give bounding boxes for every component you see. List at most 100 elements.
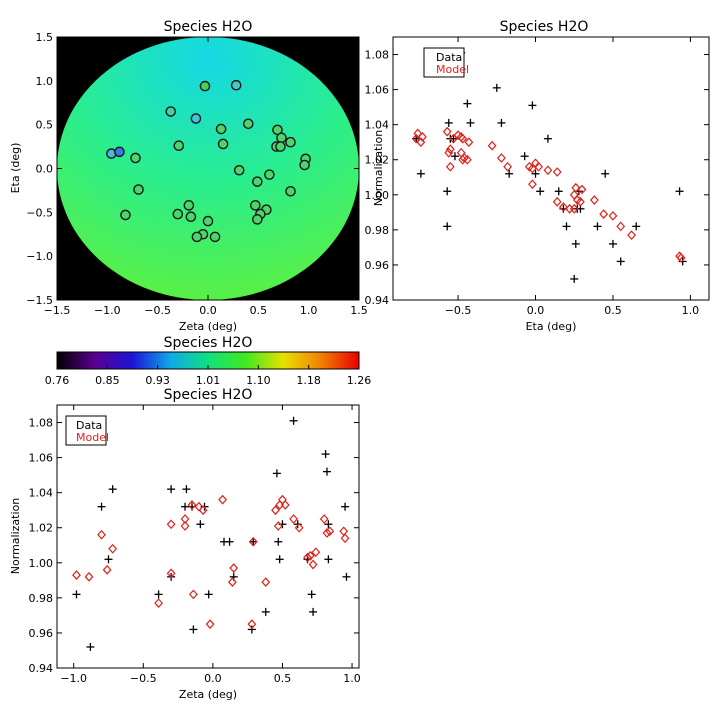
zeta-model-point	[305, 550, 315, 561]
zeta-data-point	[275, 555, 284, 564]
zeta-xtick-label: −0.5	[130, 672, 157, 685]
eta-data-point	[505, 169, 514, 178]
eta-model-point	[464, 137, 474, 148]
eta-data-point	[466, 118, 475, 127]
eta-model-point	[552, 167, 562, 177]
eta-model-point	[599, 209, 609, 219]
map-source-point	[209, 231, 221, 243]
eta-model-point	[458, 133, 468, 144]
zeta-ticks: −1.0 −0.5 0.0 0.5 1.0 0.94 0.96 0.98 1.00 1.02 1.0…	[29, 405, 361, 685]
eta-ytick-label: 0.94	[365, 294, 390, 307]
zeta-data-point	[274, 537, 283, 546]
zeta-model-point	[289, 514, 298, 524]
zeta-data-point	[196, 520, 205, 529]
zeta-data-point	[97, 502, 106, 511]
eta-model-point	[569, 203, 579, 214]
zeta-model-point	[180, 514, 190, 524]
zeta-ytick-label: 1.04	[29, 487, 54, 500]
zeta-panel: Species H2O −1.0 −0.5 0.0 0.5 1.0 0.94 0.96 0.9…	[9, 387, 361, 701]
map-source-point	[133, 184, 144, 195]
eta-data-point	[601, 169, 610, 178]
eta-data-point	[608, 239, 617, 248]
eta-data-point	[570, 274, 579, 283]
map-source-point	[242, 118, 254, 130]
map-panel: Species H2O −1.5 −1.0 −0.5 0.0 0.5 1.0 1.5−1.5…	[9, 19, 368, 333]
eta-data-point	[443, 222, 452, 231]
zeta-model-point	[166, 519, 176, 530]
zeta-model-point	[278, 494, 287, 505]
map-source-point	[130, 152, 141, 164]
eta-data-point	[416, 169, 425, 178]
map-source-point	[230, 79, 242, 91]
eta-ytick-label: 0.98	[365, 224, 390, 237]
colorbar-tick-label: 0.93	[145, 374, 170, 387]
zeta-xtick-label: −1.0	[60, 672, 87, 685]
eta-model-point	[558, 202, 568, 212]
map-xtick-label: −1.5	[44, 304, 71, 317]
eta-data-point	[554, 187, 563, 196]
zeta-model-point	[322, 528, 332, 538]
zeta-legend-box	[65, 415, 107, 446]
zeta-data-point	[293, 520, 302, 529]
zeta-model-point	[198, 505, 208, 516]
zeta-model-point	[102, 564, 112, 575]
colorbar-tick-label: 1.18	[296, 374, 321, 387]
eta-xtick-label: 0.5	[604, 304, 622, 317]
map-source-point	[185, 211, 197, 223]
zeta-xtick-label: 0.0	[204, 672, 222, 685]
eta-model-point	[445, 144, 455, 155]
zeta-model-point	[188, 589, 198, 600]
eta-model-point	[458, 154, 468, 165]
eta-ytick-label: 1.04	[365, 119, 390, 132]
map-ylabel: Eta (deg)	[9, 143, 22, 194]
zeta-model-point	[303, 552, 312, 563]
zeta-ytick-label: 0.98	[29, 592, 54, 605]
zeta-legend-data: Data	[76, 419, 102, 432]
eta-model-point	[503, 161, 513, 172]
colorbar-tick-label: 0.76	[45, 374, 70, 387]
eta-ylabel: Normalization	[372, 130, 385, 206]
map-source-point	[252, 214, 263, 225]
eta-legend-data: Data	[436, 51, 462, 64]
zeta-frame	[56, 404, 360, 669]
map-source-point	[199, 80, 211, 92]
zeta-data-point	[309, 607, 318, 616]
map-xtick-label: 1.5	[350, 304, 368, 317]
eta-data-point	[562, 222, 571, 231]
zeta-data-point	[104, 555, 113, 564]
map-xlabel: Zeta (deg)	[179, 320, 237, 333]
eta-model-point	[456, 147, 466, 158]
eta-model-point	[569, 189, 579, 200]
eta-model-point	[418, 132, 427, 142]
eta-data-point	[543, 134, 552, 143]
map-source-point	[165, 106, 177, 117]
map-xtick-label: −1.0	[94, 304, 121, 317]
zeta-model-point	[340, 533, 350, 544]
eta-legend-box	[423, 47, 465, 78]
zeta-model-point	[194, 501, 204, 512]
map-source-point	[114, 146, 125, 158]
zeta-data-point	[249, 537, 258, 546]
map-xtick-label: 0.5	[250, 304, 268, 317]
zeta-model-point	[108, 543, 118, 554]
colorbar: Species H2O 0.76 0.85 0.93 1.01 1.10 1.18 1.26	[45, 335, 372, 387]
zeta-data-point	[324, 555, 333, 564]
eta-ticks: −0.5 0.0 0.5 1.0 0.94 0.96 0.98 1.00 1.02 1.04 1.0…	[365, 37, 709, 317]
eta-ytick-label: 1.02	[365, 154, 390, 167]
zeta-model-point	[280, 500, 290, 510]
zeta-data-point	[321, 450, 330, 459]
zeta-data-point	[204, 590, 213, 599]
eta-model-point	[487, 140, 497, 151]
zeta-model-point	[247, 619, 257, 630]
zeta-model-point	[325, 526, 335, 537]
map-title: Species H2O	[164, 19, 253, 35]
map-source-point	[250, 200, 261, 211]
zeta-ylabel: Normalization	[9, 498, 22, 574]
colorbar-tick-label: 1.01	[196, 374, 221, 387]
eta-title: Species H2O	[500, 19, 589, 35]
map-source-point	[172, 208, 184, 220]
map-source-point	[276, 132, 287, 144]
map-xtick-label: −0.5	[144, 304, 171, 317]
zeta-model-point	[84, 571, 94, 582]
zeta-model-point	[273, 521, 283, 531]
